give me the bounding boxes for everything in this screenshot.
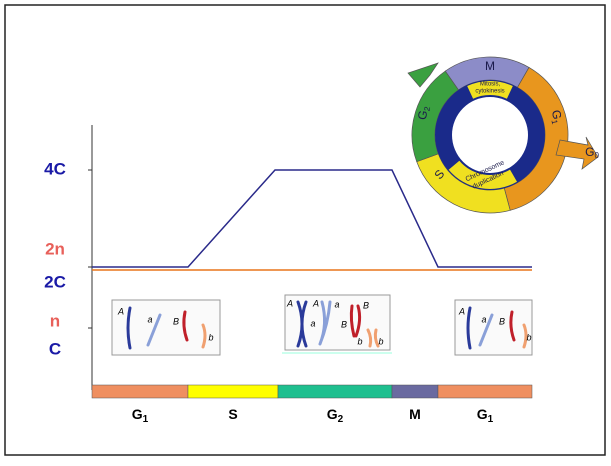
phase-bar — [278, 385, 392, 398]
cycle-detail: Mitosis, — [480, 82, 501, 88]
phase-label: M — [409, 406, 421, 422]
allele-label: B — [341, 319, 347, 329]
axis-label: C — [49, 339, 61, 358]
allele-label: a — [310, 318, 315, 328]
allele-label: A — [458, 306, 465, 316]
allele-label: b — [208, 332, 213, 342]
allele-label: a — [481, 314, 486, 324]
phase-sub: 1 — [488, 414, 494, 425]
allele-label: b — [357, 336, 362, 346]
allele-label: a — [147, 314, 152, 324]
allele-label: b — [526, 332, 531, 342]
phase-name: S — [228, 406, 237, 422]
allele-label: A — [286, 298, 293, 308]
allele-label: B — [363, 300, 369, 310]
axis-label: 2C — [44, 272, 66, 291]
phase-bar — [392, 385, 438, 398]
phase-bar — [188, 385, 278, 398]
phase-sub: 1 — [143, 414, 149, 425]
diagram: MMitosis,cytokinesisG1G0G2SInterphaseChr… — [0, 0, 611, 461]
phase-name: M — [409, 406, 421, 422]
phase-name: G — [132, 406, 143, 422]
axis-label: n — [50, 311, 60, 330]
allele-label: B — [173, 316, 179, 326]
allele-label: B — [499, 316, 505, 326]
allele-label: a — [334, 299, 339, 309]
phase-sub: 2 — [338, 414, 344, 425]
phase-bar — [438, 385, 532, 398]
cycle-detail: cytokinesis — [475, 89, 504, 95]
allele-label: A — [312, 298, 319, 308]
phase-name: G — [477, 406, 488, 422]
cycle-label: M — [485, 59, 495, 73]
phase-bar — [92, 385, 188, 398]
phase-label: S — [228, 406, 237, 422]
allele-label: b — [378, 336, 383, 346]
allele-label: A — [117, 306, 124, 316]
axis-label: 2n — [45, 239, 65, 258]
cycle-name: G — [585, 145, 594, 159]
cycle-sub: 0 — [594, 151, 599, 160]
phase-name: G — [327, 406, 338, 422]
axis-label: 4C — [44, 159, 66, 178]
